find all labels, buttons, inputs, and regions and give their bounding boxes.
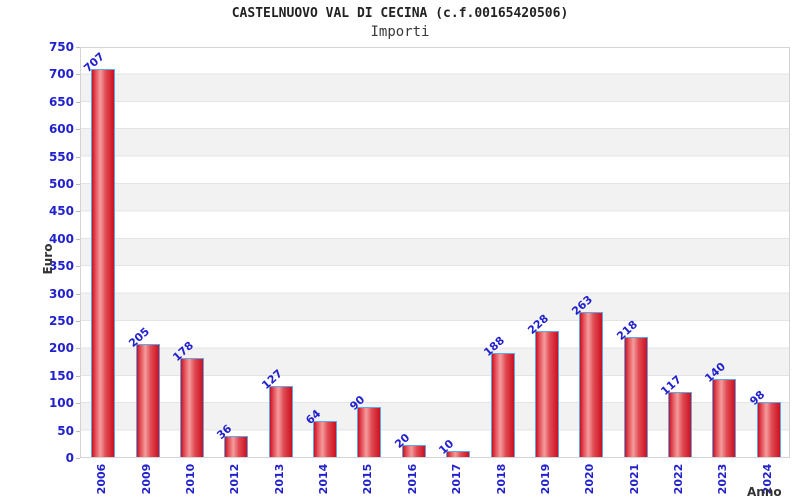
y-tick-label: 750 xyxy=(48,40,74,54)
x-axis-title: Anno xyxy=(747,485,782,499)
y-tick-mark xyxy=(76,321,80,322)
y-tick-label: 300 xyxy=(48,286,74,301)
bar-2022 xyxy=(668,392,692,457)
x-tick-label-2013: 2013 xyxy=(273,463,286,495)
bar-2015 xyxy=(357,407,381,457)
y-tick-label: 0 xyxy=(65,451,74,465)
bar-2010 xyxy=(180,358,204,457)
y-tick-label: 350 xyxy=(48,259,74,274)
y-tick-label: 200 xyxy=(48,341,74,356)
x-tick-label-2006: 2006 xyxy=(95,463,108,495)
y-tick-label: 600 xyxy=(48,122,74,137)
chart-subtitle: Importi xyxy=(370,24,430,40)
y-tick-label: 650 xyxy=(48,94,74,109)
y-tick-mark xyxy=(76,348,80,350)
bar-2014 xyxy=(313,421,337,457)
bar-2018 xyxy=(491,353,515,457)
y-tick-mark xyxy=(76,458,80,459)
y-tick-mark xyxy=(76,430,80,432)
bar-2021 xyxy=(624,337,648,457)
y-tick-mark xyxy=(76,293,80,295)
y-tick-label: 250 xyxy=(48,314,74,328)
y-tick-mark xyxy=(76,101,80,103)
bar-2017 xyxy=(446,451,470,457)
bar-2012 xyxy=(224,436,248,457)
x-tick-label-2023: 2023 xyxy=(716,463,729,495)
y-tick-mark xyxy=(76,403,80,405)
x-tick-label-2018: 2018 xyxy=(495,463,508,495)
bar-2020 xyxy=(579,312,603,457)
bar-2024 xyxy=(757,402,781,457)
y-tick-label: 400 xyxy=(48,231,74,246)
x-tick-label-2019: 2019 xyxy=(539,463,552,495)
y-tick-mark xyxy=(76,211,80,213)
x-tick-label-2017: 2017 xyxy=(450,463,463,495)
x-tick-label-2022: 2022 xyxy=(672,463,685,495)
y-tick-label: 100 xyxy=(48,396,74,411)
y-tick-mark xyxy=(76,266,80,268)
x-tick-label-2016: 2016 xyxy=(406,463,419,495)
y-tick-label: 700 xyxy=(48,67,74,82)
x-tick-label-2014: 2014 xyxy=(317,463,330,495)
y-tick-mark xyxy=(76,375,80,377)
x-tick-label-2010: 2010 xyxy=(184,463,197,495)
y-axis-title: Euro xyxy=(41,243,55,275)
y-tick-label: 50 xyxy=(57,423,74,438)
y-tick-mark xyxy=(76,238,80,240)
y-tick-mark xyxy=(76,156,80,158)
bar-2023 xyxy=(712,379,736,457)
x-tick-label-2021: 2021 xyxy=(628,463,641,495)
x-tick-label-2020: 2020 xyxy=(583,463,596,495)
y-tick-label: 500 xyxy=(48,177,74,191)
bar-2009 xyxy=(136,344,160,457)
bar-2019 xyxy=(535,331,559,457)
plot-area xyxy=(80,47,790,458)
y-tick-mark xyxy=(76,129,80,131)
x-tick-label-2009: 2009 xyxy=(140,463,153,495)
y-tick-mark xyxy=(76,47,80,48)
bar-2013 xyxy=(269,386,293,457)
y-tick-mark xyxy=(76,74,80,76)
y-tick-label: 450 xyxy=(48,204,74,219)
bar-2006 xyxy=(91,69,115,457)
bar-2016 xyxy=(402,445,426,457)
y-tick-label: 550 xyxy=(48,149,74,164)
y-tick-label: 150 xyxy=(48,368,74,383)
x-tick-label-2012: 2012 xyxy=(228,463,241,495)
y-tick-mark xyxy=(76,184,80,185)
chart-title: CASTELNUOVO VAL DI CECINA (c.f.001654205… xyxy=(231,6,569,21)
x-tick-label-2015: 2015 xyxy=(361,463,374,495)
